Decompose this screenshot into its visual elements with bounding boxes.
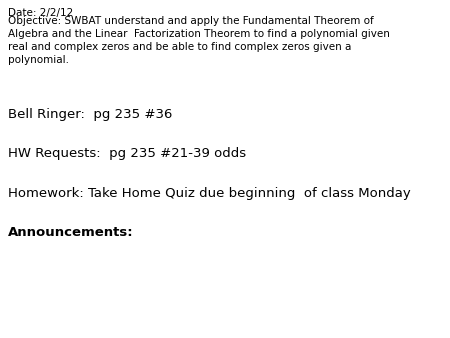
Text: Homework: Take Home Quiz due beginning  of class Monday: Homework: Take Home Quiz due beginning o… xyxy=(8,187,411,199)
Text: HW Requests:  pg 235 #21-39 odds: HW Requests: pg 235 #21-39 odds xyxy=(8,147,246,160)
Text: Announcements:: Announcements: xyxy=(8,226,134,239)
Text: Bell Ringer:  pg 235 #36: Bell Ringer: pg 235 #36 xyxy=(8,108,172,121)
Text: Date: 2/2/12: Date: 2/2/12 xyxy=(8,8,73,19)
Text: Objective: SWBAT understand and apply the Fundamental Theorem of
Algebra and the: Objective: SWBAT understand and apply th… xyxy=(8,16,390,65)
